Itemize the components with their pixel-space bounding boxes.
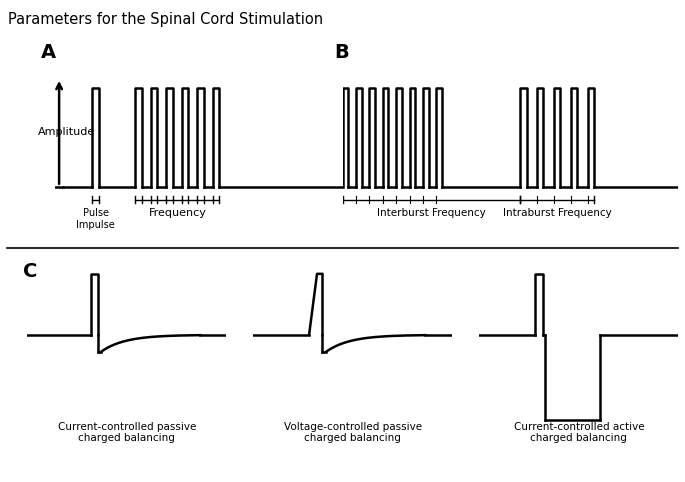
Text: Intraburst Frequency: Intraburst Frequency	[503, 208, 612, 218]
Text: Current-controlled passive
charged balancing: Current-controlled passive charged balan…	[58, 422, 196, 443]
Text: Pulse
Impulse: Pulse Impulse	[77, 208, 115, 230]
Text: A: A	[40, 43, 55, 63]
Text: Amplitude: Amplitude	[38, 127, 95, 137]
Text: Current-controlled active
charged balancing: Current-controlled active charged balanc…	[514, 422, 644, 443]
Text: Voltage-controlled passive
charged balancing: Voltage-controlled passive charged balan…	[284, 422, 422, 443]
Text: Interburst Frequency: Interburst Frequency	[377, 208, 486, 218]
Text: Frequency: Frequency	[149, 208, 206, 218]
Text: B: B	[334, 43, 349, 63]
Text: C: C	[23, 262, 38, 281]
Text: Parameters for the Spinal Cord Stimulation: Parameters for the Spinal Cord Stimulati…	[8, 12, 323, 27]
